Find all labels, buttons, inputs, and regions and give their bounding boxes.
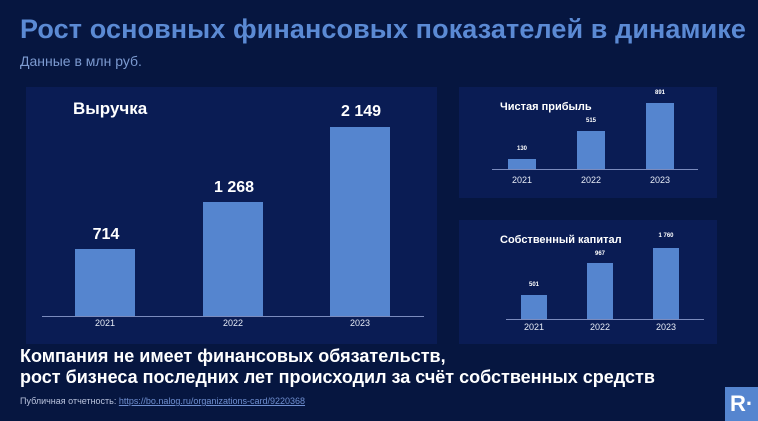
equity-chart-panel: Собственный капитал 501 967 1 760 2021 2… [459, 220, 717, 344]
source-link[interactable]: https://bo.nalog.ru/organizations-card/9… [118, 396, 306, 406]
bar-value-label: 130 [516, 146, 527, 152]
equity-chart-title: Собственный капитал [500, 234, 622, 246]
x-axis-line [42, 316, 424, 317]
source-note: Публичная отчетность: https://bo.nalog.r… [20, 396, 305, 406]
profit-bar-2021 [508, 159, 536, 169]
profit-bar-2022 [577, 131, 605, 169]
net-profit-chart-panel: Чистая прибыль 130 515 891 2021 2022 202… [459, 87, 717, 198]
revenue-bar-2021 [75, 249, 135, 316]
x-axis-label: 2022 [222, 318, 244, 328]
x-axis-label: 2023 [349, 318, 371, 328]
profit-bar-2023 [646, 103, 674, 169]
x-axis-label: 2023 [655, 322, 677, 332]
brand-logo-icon: R· [725, 387, 758, 421]
bar-value-label: 1 268 [213, 179, 255, 196]
x-axis-label: 2022 [589, 322, 611, 332]
key-statement-line-1: Компания не имеет финансовых обязательст… [20, 346, 446, 366]
equity-bar-2023 [653, 248, 679, 319]
revenue-bar-2022 [203, 202, 263, 316]
bar-value-label: 2 149 [340, 103, 382, 120]
x-axis-label: 2021 [523, 322, 545, 332]
x-axis-label: 2022 [580, 175, 602, 185]
net-profit-chart-title: Чистая прибыль [500, 101, 592, 113]
bar-value-label: 501 [528, 282, 539, 288]
x-axis-label: 2023 [649, 175, 671, 185]
x-axis-label: 2021 [511, 175, 533, 185]
bar-value-label: 515 [585, 118, 596, 124]
x-axis-line [492, 169, 698, 170]
x-axis-line [506, 319, 704, 320]
revenue-bar-2023 [330, 127, 390, 316]
equity-bar-2021 [521, 295, 547, 319]
bar-value-label: 967 [594, 251, 605, 257]
page-title: Рост основных финансовых показателей в д… [20, 14, 747, 44]
equity-bar-2022 [587, 263, 613, 319]
revenue-chart-title: Выручка [73, 99, 148, 118]
bar-value-label: 714 [92, 226, 120, 243]
revenue-chart-panel: Выручка 714 1 268 2 149 2021 2022 2023 [26, 87, 437, 344]
bar-value-label: 1 760 [658, 233, 674, 239]
page-subtitle: Данные в млн руб. [20, 53, 142, 69]
key-statement-line-2: рост бизнеса последних лет происходил за… [20, 367, 655, 387]
x-axis-label: 2021 [94, 318, 116, 328]
key-statement: Компания не имеет финансовых обязательст… [20, 346, 655, 388]
source-label: Публичная отчетность: [20, 396, 119, 406]
bar-value-label: 891 [654, 90, 665, 96]
